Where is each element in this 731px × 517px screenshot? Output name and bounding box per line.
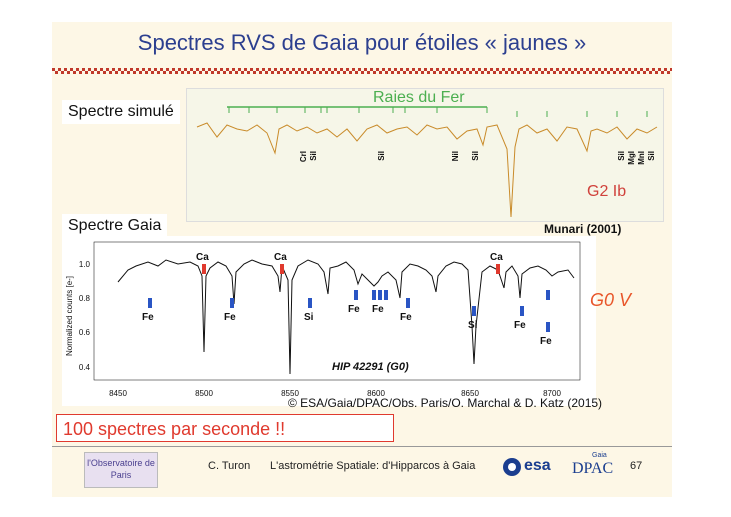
image-credit: © ESA/Gaia/DPAC/Obs. Paris/O. Marchal & …	[288, 396, 603, 410]
fe-marker-7	[406, 298, 410, 308]
element-label-3: Si	[304, 312, 314, 323]
fe-marker-8	[520, 306, 524, 316]
iron-lines-label: Raies du Fer	[373, 89, 465, 106]
gaia-y-axis-label: Normalized counts [e-]	[65, 276, 74, 356]
line-id-5: SiI	[471, 151, 480, 161]
ca-label-3: Ca	[490, 252, 503, 263]
element-label-6: Fe	[400, 312, 412, 323]
esa-logo: esa	[502, 456, 562, 478]
gaia-x-ticks: 8450 8500 8550 8600 8650 8700	[109, 389, 561, 398]
line-id-8: MnI	[637, 151, 646, 165]
gaia-spectrum-panel: 8450 8500 8550 8600 8650 8700 0.4 0.6 0.…	[62, 236, 596, 406]
svg-text:0.6: 0.6	[79, 328, 91, 337]
line-id-6: SiI	[617, 151, 626, 161]
footer-author: C. Turon	[208, 460, 251, 472]
slide-title: Spectres RVS de Gaia pour étoiles « jaun…	[137, 30, 587, 55]
iron-line-ticks	[228, 107, 648, 117]
gaia-spectral-type: G0 V	[590, 290, 632, 310]
fe-marker-9	[546, 290, 550, 300]
svg-text:8500: 8500	[195, 389, 213, 398]
element-label-7: Si	[468, 320, 478, 331]
observatoire-logo: l'Observatoire de Paris	[84, 452, 158, 488]
line-id-3: SiI	[377, 151, 386, 161]
svg-text:8650: 8650	[461, 389, 479, 398]
gaia-y-ticks: 0.4 0.6 0.8 1.0	[79, 260, 91, 372]
fe-marker-2	[230, 298, 234, 308]
element-label-5: Fe	[372, 304, 384, 315]
gaia-label: Spectre Gaia	[62, 214, 168, 238]
spectra-rate-callout: 100 spectres par seconde !!	[56, 414, 394, 442]
fe-marker-5	[378, 290, 382, 300]
fe-marker-1	[148, 298, 152, 308]
esa-logo-icon	[503, 458, 521, 476]
element-label-1: Fe	[142, 312, 154, 323]
simulated-spectral-type: G2 Ib	[587, 183, 627, 200]
ca-marker-1	[202, 264, 206, 274]
simulated-spectrum-plot	[196, 106, 658, 218]
simulated-spectrum-panel: Raies du Fer G2 Ib CrI SiI SiI NiI SiI S…	[186, 88, 664, 222]
line-id-1: CrI	[299, 151, 308, 163]
line-id-4: NiI	[451, 151, 460, 162]
element-label-9: Fe	[540, 336, 552, 347]
ca-label-2: Ca	[274, 252, 287, 263]
svg-text:1.0: 1.0	[79, 260, 91, 269]
element-label-2: Fe	[224, 312, 236, 323]
esa-logo-text: esa	[524, 457, 551, 474]
element-label-8: Fe	[514, 320, 526, 331]
svg-text:8600: 8600	[367, 389, 385, 398]
fe-marker-6	[384, 290, 388, 300]
ca-label-1: Ca	[196, 252, 209, 263]
footer-talk-title: L'astrométrie Spatiale: d'Hipparcos à Ga…	[270, 460, 476, 472]
si-marker-1	[308, 298, 312, 308]
svg-text:8700: 8700	[543, 389, 561, 398]
dpac-gaia-text: Gaia	[592, 452, 607, 459]
fe-marker-10	[546, 322, 550, 332]
ca-marker-2	[280, 264, 284, 274]
dpac-text: DPAC	[572, 460, 614, 477]
page-number: 67	[630, 460, 643, 472]
simulated-label: Spectre simulé	[62, 100, 180, 124]
svg-text:0.8: 0.8	[79, 294, 91, 303]
dpac-logo: Gaia DPAC	[568, 452, 618, 482]
element-label-4: Fe	[348, 304, 360, 315]
gaia-spectrum-plot: 8450 8500 8550 8600 8650 8700 0.4 0.6 0.…	[65, 241, 581, 398]
footer-divider	[52, 446, 672, 447]
gaia-star-name: HIP 42291 (G0)	[332, 361, 409, 373]
line-id-2: SiI	[309, 151, 318, 161]
title-divider	[52, 68, 672, 74]
svg-text:0.4: 0.4	[79, 363, 91, 372]
fe-marker-4	[372, 290, 376, 300]
fe-marker-3	[354, 290, 358, 300]
line-id-7: MgI	[627, 151, 636, 165]
svg-text:8450: 8450	[109, 389, 127, 398]
si-marker-2	[472, 306, 476, 316]
simulated-reference: Munari (2001)	[544, 222, 622, 236]
line-id-9: SiI	[647, 151, 656, 161]
ca-marker-3	[496, 264, 500, 274]
svg-text:8550: 8550	[281, 389, 299, 398]
